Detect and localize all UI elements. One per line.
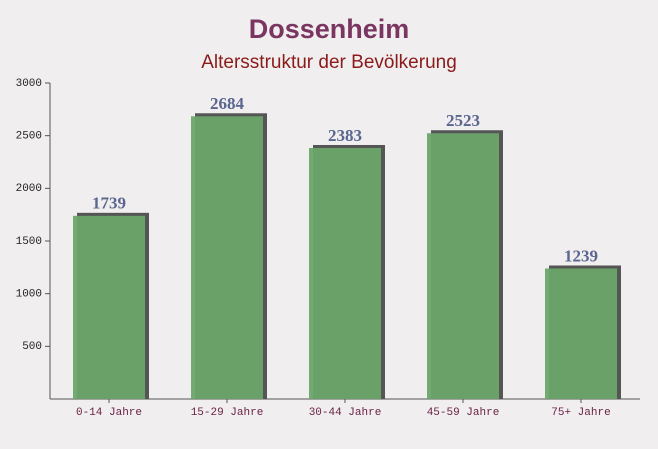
bar: [545, 268, 617, 399]
x-tick-label: 15-29 Jahre: [191, 407, 264, 419]
chart-subtitle: Altersstruktur der Bevölkerung: [201, 52, 457, 73]
y-tick-label: 1500: [16, 236, 42, 248]
x-tick-label: 75+ Jahre: [551, 407, 610, 419]
y-tick-label: 2000: [16, 183, 42, 195]
y-tick-label: 2500: [16, 131, 42, 143]
y-tick-label: 1000: [16, 289, 42, 301]
x-tick-label: 30-44 Jahre: [309, 407, 382, 419]
y-tick-label: 500: [22, 341, 42, 353]
value-label: 2684: [210, 94, 245, 113]
value-label: 1239: [564, 246, 598, 265]
bar: [309, 147, 381, 399]
bar: [427, 133, 499, 399]
value-label: 1739: [92, 194, 126, 213]
bar: [73, 215, 145, 399]
chart-title: Dossenheim: [249, 14, 410, 44]
x-tick-label: 45-59 Jahre: [427, 407, 500, 419]
y-tick-label: 3000: [16, 78, 42, 90]
value-label: 2523: [446, 111, 480, 130]
bar: [191, 116, 263, 399]
value-label: 2383: [328, 126, 362, 145]
x-tick-label: 0-14 Jahre: [76, 407, 142, 419]
